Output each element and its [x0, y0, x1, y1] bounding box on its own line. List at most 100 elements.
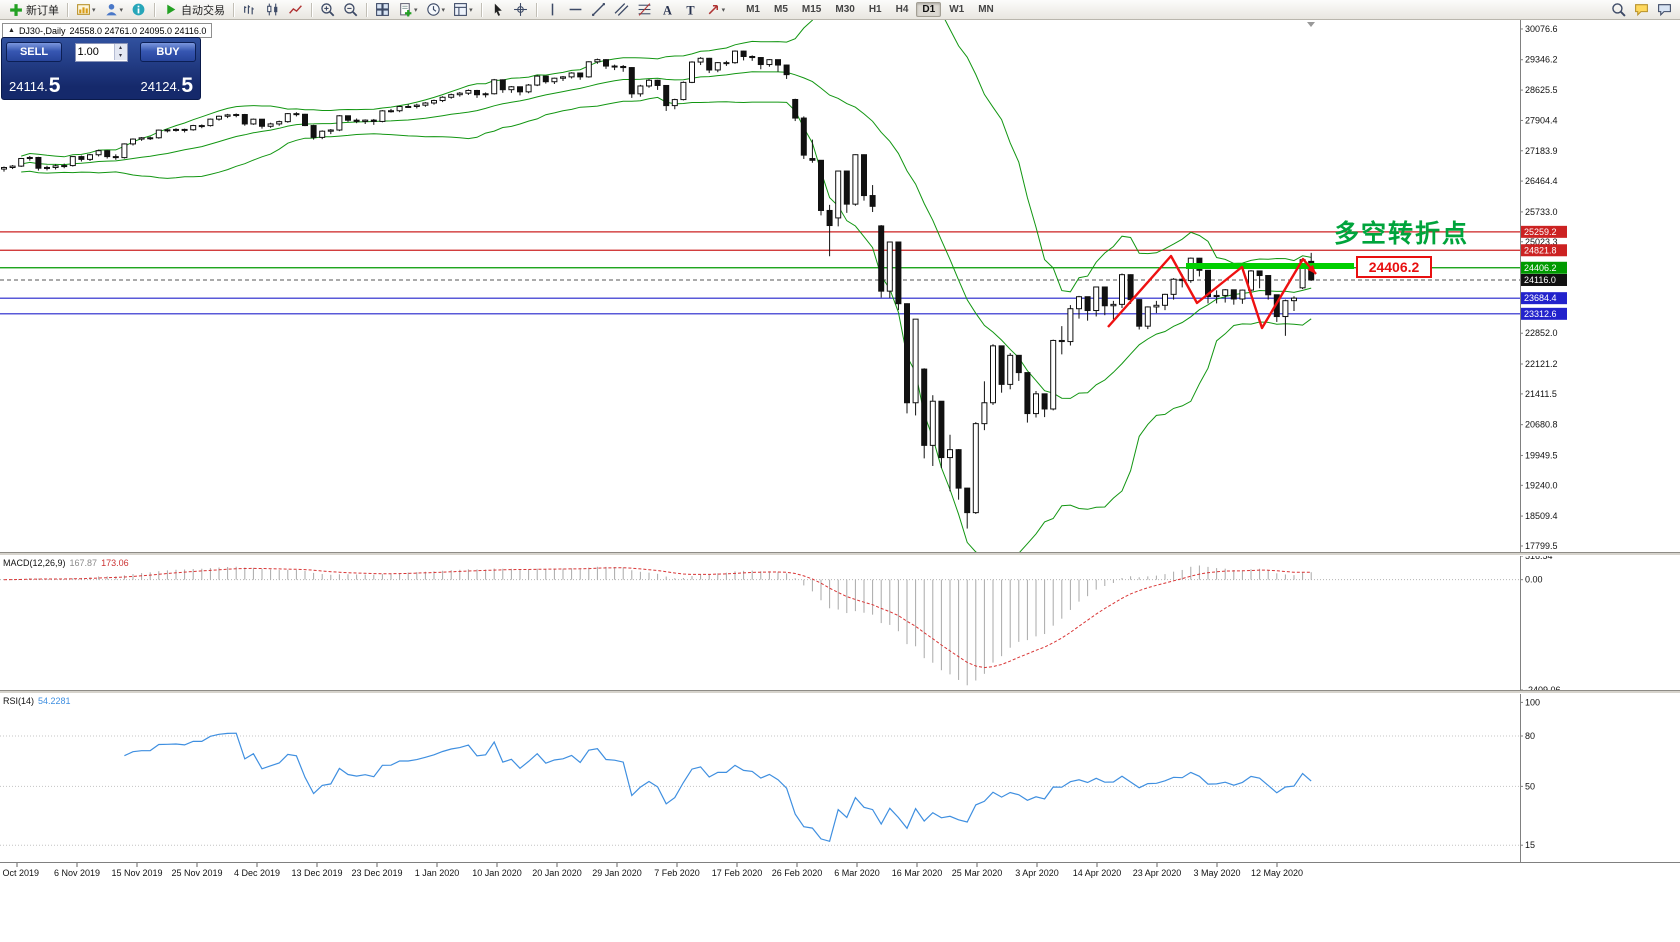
vertical-line-button[interactable] — [542, 0, 563, 19]
zoom-in-button[interactable] — [317, 0, 338, 19]
indicators-button[interactable]: ▾ — [395, 0, 421, 19]
svg-text:3 May 2020: 3 May 2020 — [1193, 868, 1240, 878]
price-axis[interactable]: 30076.6 29346.2 28625.5 27904.4 27183.9 26464… — [1520, 20, 1680, 942]
chevron-down-icon: ▾ — [414, 6, 418, 14]
svg-text:19949.5: 19949.5 — [1525, 450, 1558, 460]
chevron-down-icon: ▾ — [92, 6, 96, 14]
timeframe-m15-button[interactable]: M15 — [801, 4, 822, 15]
svg-text:8 Oct 2019: 8 Oct 2019 — [0, 868, 39, 878]
docplus-icon — [398, 2, 413, 17]
timeframe-m30-button[interactable]: M30 — [835, 4, 855, 15]
auto-trading-button[interactable]: 自动交易 — [160, 0, 228, 19]
equidistant-channel-button[interactable] — [611, 0, 632, 19]
svg-text:17799.5: 17799.5 — [1525, 541, 1558, 551]
cursor-icon — [490, 2, 505, 17]
candle-chart-button[interactable] — [262, 0, 283, 19]
timeframe-m1-button[interactable]: M1 — [746, 4, 760, 15]
candles-icon — [265, 2, 280, 17]
community-button[interactable] — [1631, 0, 1652, 19]
pane-dividers[interactable] — [0, 552, 1680, 694]
clock-icon — [426, 2, 441, 17]
volume-input[interactable] — [75, 46, 114, 58]
text-button[interactable]: A — [657, 0, 678, 19]
svg-text:13 Dec 2019: 13 Dec 2019 — [291, 868, 342, 878]
search-button[interactable] — [1608, 0, 1629, 19]
horizontal-line-objects[interactable] — [0, 231, 1520, 315]
svg-text:20680.8: 20680.8 — [1525, 420, 1558, 430]
toolbar-separator — [67, 2, 68, 17]
toolbar-separator — [535, 2, 537, 17]
sell-button[interactable]: SELL — [6, 42, 62, 62]
trade-controls-row: SELL ▴ ▾ BUY — [6, 41, 196, 63]
volume-control: ▴ ▾ — [74, 42, 128, 62]
new-order-button[interactable]: 新订单 — [5, 0, 62, 19]
timeframe-w1-button[interactable]: W1 — [949, 4, 965, 15]
svg-text:T: T — [686, 3, 695, 17]
macd-pane[interactable]: 516.540.00-2409.06 — [0, 551, 1561, 695]
play-icon — [163, 2, 178, 17]
arrows-button[interactable]: ▾ — [703, 0, 729, 19]
date-axis[interactable]: 8 Oct 2019 6 Nov 2019 15 Nov 2019 25 Nov 20… — [0, 862, 1680, 879]
fibonacci-button[interactable] — [634, 0, 655, 19]
svg-text:24821.8: 24821.8 — [1524, 245, 1557, 255]
svg-text:50: 50 — [1525, 781, 1535, 791]
timeframe-h4-button[interactable]: H4 — [895, 4, 909, 15]
trendline-button[interactable] — [588, 0, 609, 19]
chart-region[interactable]: 30076.6 29346.2 28625.5 27904.4 27183.9 26464… — [0, 20, 1680, 942]
macd-indicator-label: MACD(12,26,9) 167.87 173.06 — [3, 558, 129, 568]
horizontal-line-button[interactable] — [565, 0, 586, 19]
svg-text:25023.3: 25023.3 — [1525, 237, 1558, 247]
svg-text:A: A — [663, 3, 672, 17]
templates-button[interactable]: ▾ — [450, 0, 476, 19]
timeframe-h1-button[interactable]: H1 — [868, 4, 882, 15]
chart-shift-marker — [1307, 22, 1315, 27]
periods-button[interactable]: ▾ — [423, 0, 449, 19]
svg-text:6 Nov 2019: 6 Nov 2019 — [54, 868, 100, 878]
trend-annotation[interactable] — [1107, 254, 1354, 330]
profiles-button[interactable]: ▾ — [101, 0, 127, 19]
svg-text:17 Feb 2020: 17 Feb 2020 — [712, 868, 763, 878]
svg-text:27904.4: 27904.4 — [1525, 115, 1558, 125]
data-window-button[interactable] — [128, 0, 149, 19]
buy-button[interactable]: BUY — [140, 42, 196, 62]
line-chart-button[interactable] — [285, 0, 306, 19]
timeframe-m5-button[interactable]: M5 — [774, 4, 788, 15]
toolbar-separator — [311, 2, 313, 17]
svg-text:23312.6: 23312.6 — [1524, 309, 1557, 319]
volume-down-button[interactable]: ▾ — [114, 52, 127, 60]
svg-text:15 Nov 2019: 15 Nov 2019 — [111, 868, 162, 878]
zoom-out-button[interactable] — [340, 0, 361, 19]
timeframe-d1-button[interactable]: D1 — [916, 2, 942, 17]
bar-chart-button[interactable] — [239, 0, 260, 19]
svg-text:28625.5: 28625.5 — [1525, 85, 1558, 95]
price-chart[interactable]: 30076.6 29346.2 28625.5 27904.4 27183.9 26464… — [0, 20, 1680, 942]
channel-icon — [614, 2, 629, 17]
svg-text:23684.4: 23684.4 — [1524, 293, 1557, 303]
svg-text:80: 80 — [1525, 731, 1535, 741]
rsi-pane[interactable]: 100 80 50 15 — [0, 697, 1540, 850]
symbol-title: DJ30-,Daily — [18, 25, 66, 36]
crosshair-button[interactable] — [510, 0, 531, 19]
svg-text:26464.4: 26464.4 — [1525, 176, 1558, 186]
ohlc-readout: 24558.0 24761.0 24095.0 24116.0 — [69, 25, 207, 36]
annotation-turning-point-text[interactable]: 多空转折点 — [1334, 220, 1470, 248]
toolbar-separator — [366, 2, 368, 17]
magnifier-icon — [1611, 2, 1626, 17]
annotation-price-callout[interactable]: 24406.2 — [1356, 256, 1432, 278]
bubble2-icon — [1657, 2, 1672, 17]
timeframe-mn-button[interactable]: MN — [978, 4, 994, 15]
new-chart-button[interactable]: ▾ — [73, 0, 99, 19]
volume-up-button[interactable]: ▴ — [114, 44, 127, 52]
linechart-icon — [288, 2, 303, 17]
collapse-arrow-icon[interactable]: ▲ — [8, 27, 15, 34]
cursor-button[interactable] — [487, 0, 508, 19]
label-button[interactable]: T — [680, 0, 701, 19]
svg-text:26 Feb 2020: 26 Feb 2020 — [772, 868, 823, 878]
chat-button[interactable] — [1654, 0, 1675, 19]
svg-text:100: 100 — [1525, 697, 1540, 707]
tile-windows-button[interactable] — [372, 0, 393, 19]
buy-price: 24124. 5 — [140, 74, 193, 97]
svg-text:15: 15 — [1525, 840, 1535, 850]
winchart-icon — [76, 2, 91, 17]
